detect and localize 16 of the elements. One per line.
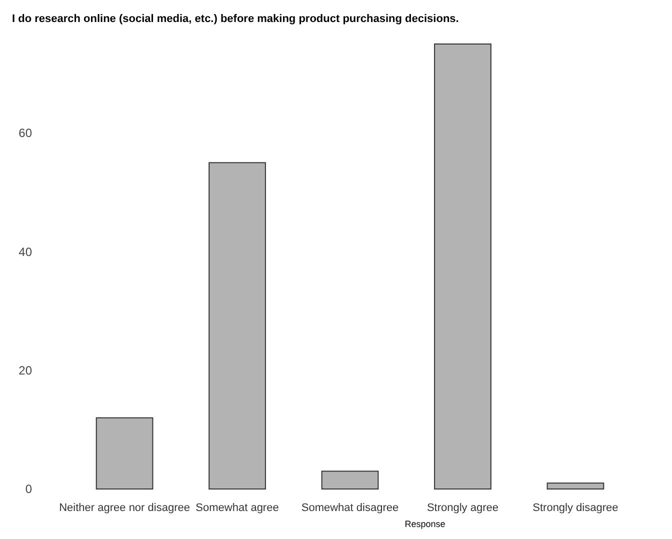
y-tick-label: 40 (18, 244, 32, 259)
x-tick-label: Strongly agree (426, 502, 498, 514)
x-axis-title: Response (404, 519, 446, 529)
bar (96, 417, 154, 490)
y-tick-label: 20 (18, 364, 32, 378)
bar (321, 470, 379, 490)
y-tick-label: 0 (25, 482, 32, 496)
bar (208, 162, 266, 490)
x-tick-label: Somewhat agree (196, 502, 279, 514)
x-tick-label: Somewhat disagree (301, 502, 399, 514)
bar (434, 44, 492, 490)
x-tick-label: Neither agree nor disagree (59, 502, 190, 514)
bar (546, 482, 604, 490)
chart-title: I do research online (social media, etc.) before making product purchasing decisions. (12, 13, 459, 25)
x-tick-label: Strongly disagree (532, 502, 618, 514)
y-tick-label: 60 (18, 126, 32, 140)
